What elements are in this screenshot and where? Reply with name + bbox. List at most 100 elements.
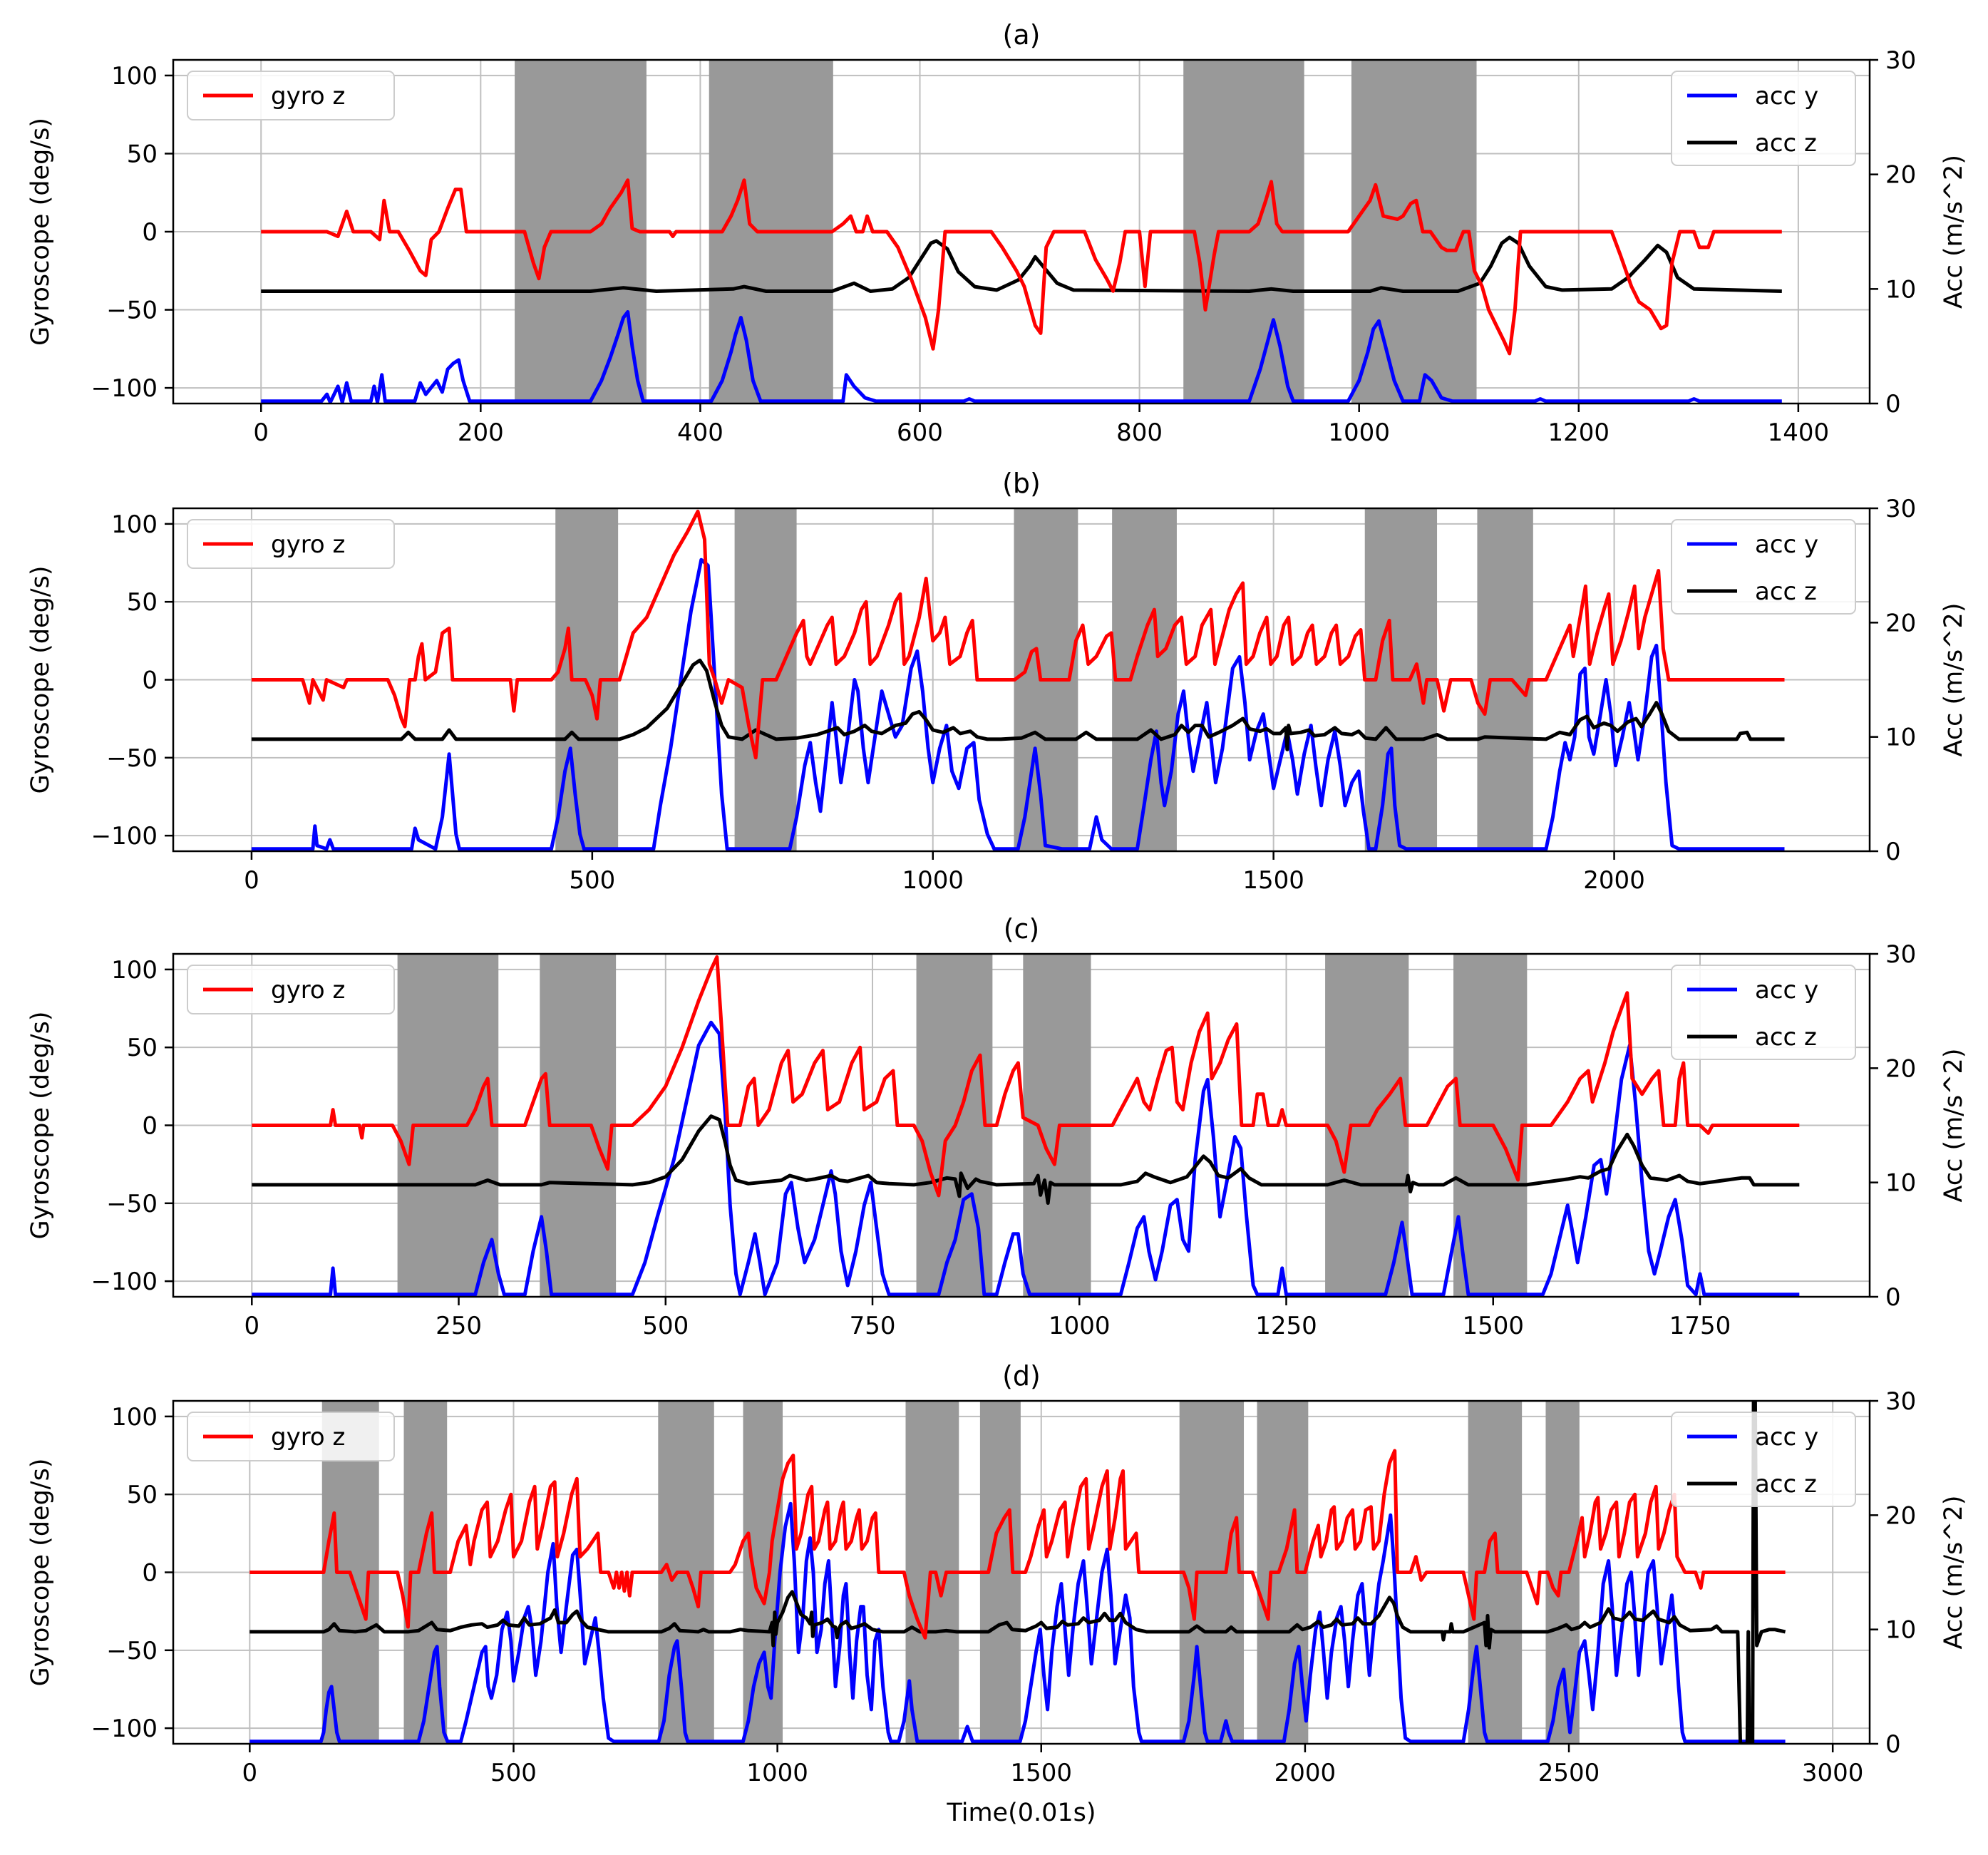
x-tick-label: 200 bbox=[458, 418, 504, 447]
x-tick-label: 1500 bbox=[1010, 1759, 1072, 1787]
legend-box bbox=[187, 71, 395, 120]
y2-tick-label: 0 bbox=[1885, 838, 1901, 866]
x-tick-label: 800 bbox=[1116, 418, 1163, 447]
x-tick-label: 1400 bbox=[1768, 418, 1830, 447]
x-tick-label: 0 bbox=[244, 1312, 259, 1340]
series-acc-z bbox=[249, 1401, 1786, 1744]
y2-tick-label: 10 bbox=[1885, 1169, 1916, 1198]
x-tick-label: 0 bbox=[253, 418, 269, 447]
y2-tick-label: 0 bbox=[1885, 1730, 1901, 1759]
y-axis-label: Gyroscope (deg/s) bbox=[26, 1459, 55, 1687]
y-axis-label: Gyroscope (deg/s) bbox=[26, 118, 55, 346]
panel-b: 0 500 1000 1500 2000100500−50−1003020100(b)G… bbox=[26, 468, 1968, 895]
y2-tick-label: 0 bbox=[1885, 390, 1901, 418]
y2-axis-label: Acc (m/s^2) bbox=[1940, 603, 1968, 757]
y-tick-label: 100 bbox=[111, 956, 158, 985]
legend-label-acc-z: acc z bbox=[1755, 1470, 1817, 1499]
series-gyro-z bbox=[252, 955, 1800, 1198]
x-tick-label: 1200 bbox=[1548, 418, 1610, 447]
y-tick-label: −50 bbox=[106, 297, 158, 325]
y-tick-label: 50 bbox=[127, 1034, 158, 1062]
x-tick-label: 1250 bbox=[1255, 1312, 1317, 1340]
panel-title: (d) bbox=[1002, 1360, 1041, 1392]
shaded-region bbox=[743, 1401, 783, 1744]
x-tick-label: 1000 bbox=[902, 866, 964, 895]
legend-box bbox=[187, 965, 395, 1014]
legend-label-gyro-z: gyro z bbox=[271, 82, 345, 111]
legend-label-gyro-z: gyro z bbox=[271, 1423, 345, 1451]
legend-label-acc-z: acc z bbox=[1755, 129, 1817, 158]
legend-box bbox=[187, 1412, 395, 1461]
y-tick-label: 50 bbox=[127, 588, 158, 617]
panel-c: 0 250 500 750 1000 1250 1500 1750100500−50−1003… bbox=[26, 913, 1968, 1340]
x-tick-label: 1750 bbox=[1669, 1312, 1731, 1340]
legend-left: gyro z bbox=[187, 71, 395, 120]
y2-tick-label: 20 bbox=[1885, 161, 1916, 190]
y2-tick-label: 0 bbox=[1885, 1283, 1901, 1312]
y-tick-label: 0 bbox=[142, 667, 158, 695]
x-tick-label: 2500 bbox=[1538, 1759, 1600, 1787]
y2-tick-label: 30 bbox=[1885, 940, 1916, 969]
x-tick-label: 1000 bbox=[1049, 1312, 1111, 1340]
y2-tick-label: 20 bbox=[1885, 1501, 1916, 1530]
y-tick-label: 50 bbox=[127, 1481, 158, 1509]
gridlines bbox=[173, 60, 1870, 404]
panel-a: 0 200 400 600 800 1000 1200 1400100500−50−10030… bbox=[26, 19, 1968, 447]
x-tick-label: 1000 bbox=[1328, 418, 1390, 447]
series-acc-z bbox=[261, 235, 1782, 293]
y-axis-label: Gyroscope (deg/s) bbox=[26, 1012, 55, 1240]
legend-right: acc y acc z bbox=[1671, 519, 1856, 615]
x-axis-label: Time(0.01s) bbox=[946, 1799, 1096, 1827]
series-acc-y bbox=[249, 1501, 1786, 1744]
y-tick-label: −100 bbox=[91, 1268, 158, 1296]
x-tick-label: 500 bbox=[569, 866, 615, 895]
y-tick-label: 100 bbox=[111, 1403, 158, 1432]
y2-tick-label: 10 bbox=[1885, 724, 1916, 752]
y2-axis-label: Acc (m/s^2) bbox=[1940, 155, 1968, 309]
shaded-region bbox=[1351, 60, 1477, 404]
y-tick-label: −100 bbox=[91, 822, 158, 851]
x-tick-label: 500 bbox=[642, 1312, 689, 1340]
x-tick-label: 750 bbox=[850, 1312, 896, 1340]
legend-label-acc-y: acc y bbox=[1755, 530, 1818, 559]
x-tick-label: 1000 bbox=[746, 1759, 808, 1787]
panel-d: 0 500 1000 1500 2000 2500 3000100500−50−100302… bbox=[26, 1360, 1968, 1827]
legend-label-gyro-z: gyro z bbox=[271, 976, 345, 1004]
panel-title: (b) bbox=[1002, 468, 1041, 499]
x-tick-label: 1500 bbox=[1462, 1312, 1524, 1340]
x-tick-label: 0 bbox=[244, 866, 259, 895]
panel-title: (c) bbox=[1004, 913, 1040, 945]
y-tick-label: −50 bbox=[106, 1190, 158, 1218]
y-tick-label: −100 bbox=[91, 374, 158, 403]
y-tick-label: 0 bbox=[142, 1112, 158, 1141]
y2-tick-label: 30 bbox=[1885, 495, 1916, 523]
y2-tick-label: 10 bbox=[1885, 275, 1916, 304]
series-gyro-z bbox=[249, 1449, 1786, 1640]
y2-tick-label: 10 bbox=[1885, 1616, 1916, 1645]
legend-label-gyro-z: gyro z bbox=[271, 530, 345, 559]
y2-tick-label: 20 bbox=[1885, 1054, 1916, 1083]
legend-label-acc-z: acc z bbox=[1755, 577, 1817, 606]
legend-left: gyro z bbox=[187, 1412, 395, 1461]
y-tick-label: 50 bbox=[127, 140, 158, 168]
x-tick-label: 2000 bbox=[1583, 866, 1645, 895]
series-gyro-z bbox=[251, 509, 1785, 760]
legend-label-acc-y: acc y bbox=[1755, 976, 1818, 1004]
series-acc-y bbox=[252, 1020, 1800, 1297]
y2-tick-label: 30 bbox=[1885, 1387, 1916, 1416]
series-acc-z bbox=[251, 658, 1785, 751]
legend-label-acc-z: acc z bbox=[1755, 1023, 1817, 1052]
y-tick-label: 100 bbox=[111, 510, 158, 539]
legend-right: acc y acc z bbox=[1671, 965, 1856, 1060]
y2-tick-label: 20 bbox=[1885, 609, 1916, 637]
legend-left: gyro z bbox=[187, 965, 395, 1014]
legend-left: gyro z bbox=[187, 519, 395, 569]
y-axis-label: Gyroscope (deg/s) bbox=[26, 566, 55, 794]
x-tick-label: 3000 bbox=[1802, 1759, 1864, 1787]
legend-box bbox=[187, 519, 395, 569]
legend-label-acc-y: acc y bbox=[1755, 82, 1818, 111]
y2-tick-label: 30 bbox=[1885, 46, 1916, 75]
x-tick-label: 2000 bbox=[1274, 1759, 1337, 1787]
x-tick-label: 400 bbox=[677, 418, 723, 447]
